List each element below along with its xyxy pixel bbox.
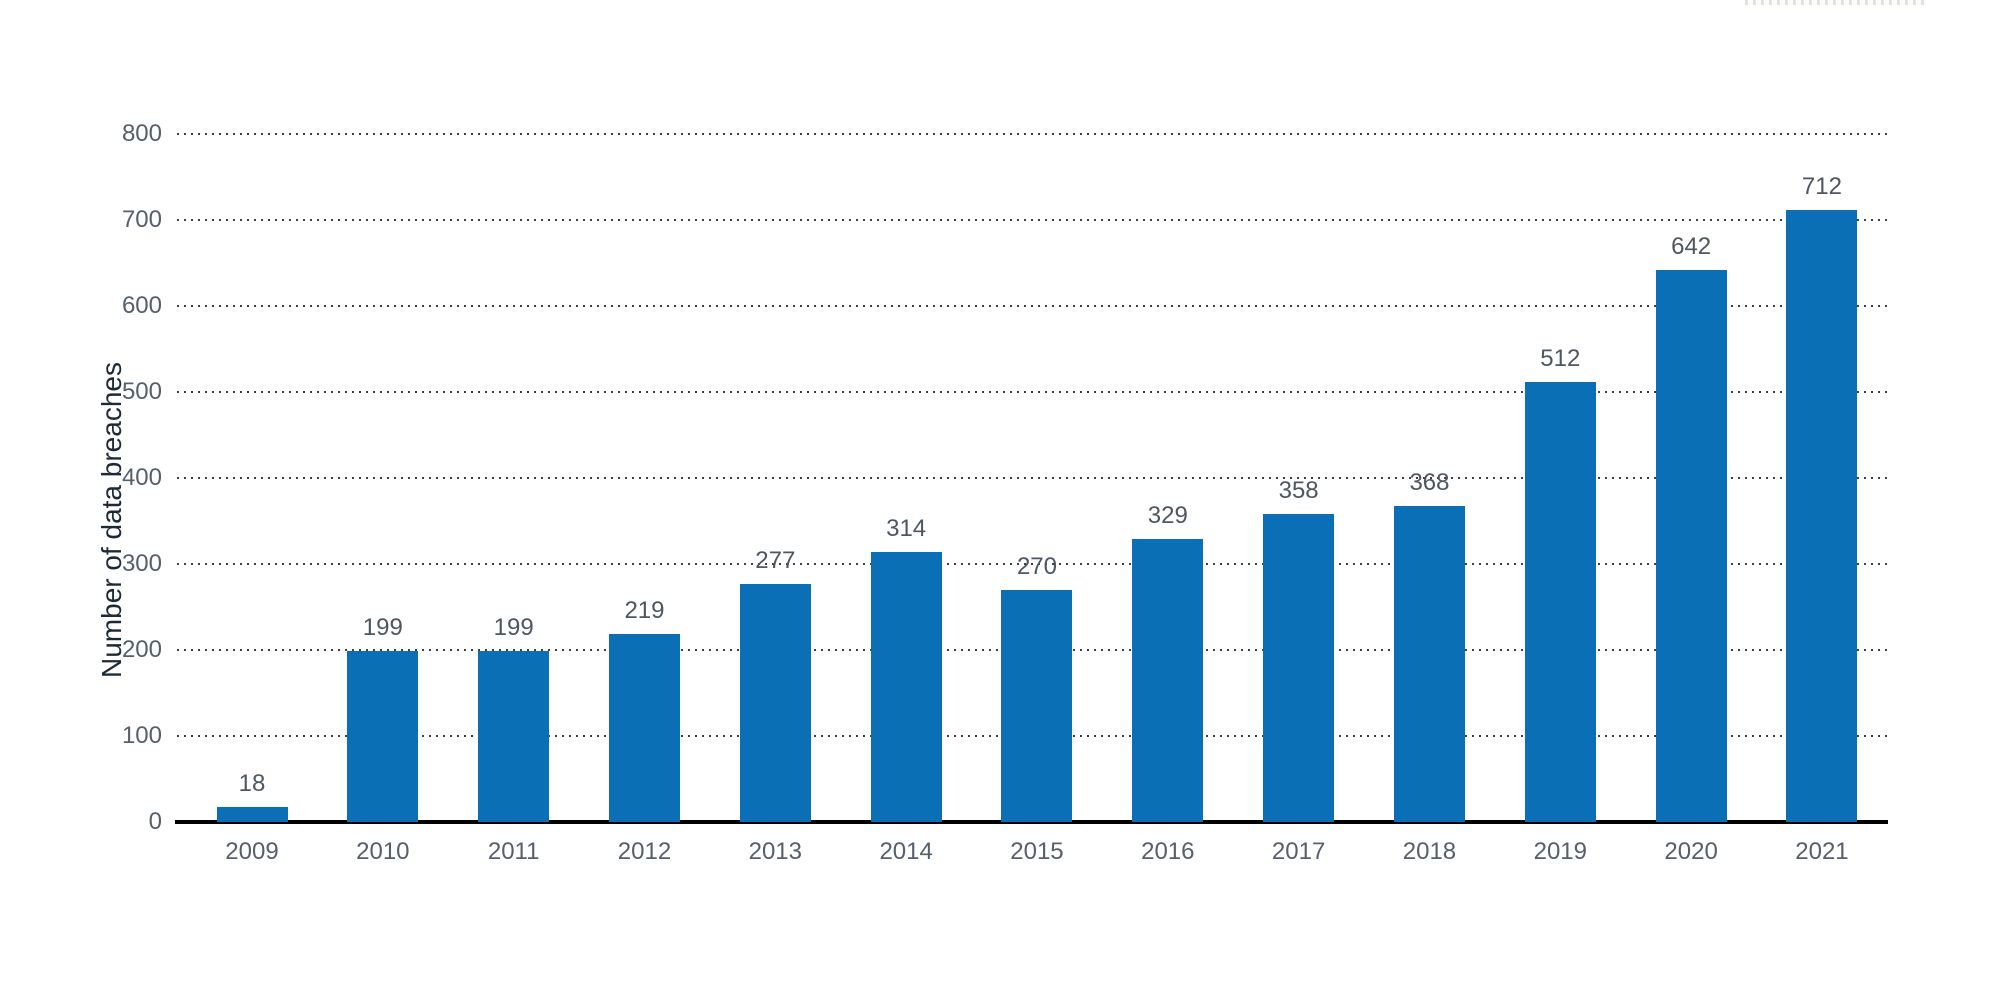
bar-value-label: 277 bbox=[755, 546, 796, 574]
x-tick-label: 2020 bbox=[1664, 838, 1718, 865]
x-tick-label: 2017 bbox=[1271, 838, 1326, 865]
y-tick-label: 800 bbox=[121, 120, 162, 147]
x-axis-line bbox=[175, 820, 1888, 824]
bar-2018 bbox=[1393, 505, 1465, 822]
y-tick-label: 600 bbox=[121, 292, 162, 319]
gridline-y-400 bbox=[177, 477, 1888, 479]
bar-value-label: 199 bbox=[362, 613, 403, 641]
y-tick-label: 400 bbox=[121, 464, 162, 491]
bar-2013 bbox=[739, 583, 811, 822]
y-tick-label: 300 bbox=[121, 550, 162, 577]
bar-2016 bbox=[1132, 539, 1204, 822]
y-tick-label: 500 bbox=[121, 378, 162, 405]
bar-value-label: 270 bbox=[1016, 552, 1057, 580]
bar-value-label: 219 bbox=[624, 596, 665, 624]
bar-value-label: 712 bbox=[1801, 172, 1842, 200]
bar-value-label: 329 bbox=[1147, 502, 1188, 530]
y-tick-label: 700 bbox=[121, 206, 162, 233]
bar-2015 bbox=[1001, 589, 1073, 822]
gridline-y-300 bbox=[177, 563, 1888, 565]
bar-2012 bbox=[608, 633, 680, 822]
bar-2009 bbox=[216, 806, 288, 822]
gridline-y-500 bbox=[177, 391, 1888, 393]
bar-value-label: 642 bbox=[1671, 232, 1712, 260]
bar-2021 bbox=[1786, 209, 1858, 822]
gridline-y-600 bbox=[177, 305, 1888, 307]
x-tick-label: 2019 bbox=[1533, 838, 1587, 865]
x-tick-label: 2009 bbox=[225, 838, 279, 865]
bar-2017 bbox=[1263, 514, 1335, 822]
bar-value-label: 18 bbox=[238, 769, 266, 797]
bar-2020 bbox=[1655, 269, 1727, 822]
y-tick-label: 0 bbox=[148, 808, 162, 835]
cropped-content-remnant bbox=[1745, 0, 1927, 5]
x-tick-label: 2016 bbox=[1141, 838, 1195, 865]
y-tick-label: 200 bbox=[121, 636, 162, 663]
gridline-y-700 bbox=[177, 219, 1888, 221]
x-tick-label: 2010 bbox=[356, 838, 410, 865]
bar-value-label: 199 bbox=[493, 613, 534, 641]
bar-2011 bbox=[478, 650, 550, 822]
bar-2014 bbox=[870, 551, 942, 822]
bar-value-label: 314 bbox=[886, 514, 927, 542]
bar-value-label: 358 bbox=[1278, 477, 1319, 505]
x-tick-label: 2015 bbox=[1010, 838, 1064, 865]
x-tick-label: 2011 bbox=[487, 838, 540, 865]
y-tick-label: 100 bbox=[121, 722, 162, 749]
bar-2019 bbox=[1524, 381, 1596, 822]
bar-value-label: 368 bbox=[1409, 468, 1450, 496]
x-tick-label: 2018 bbox=[1402, 838, 1457, 865]
x-tick-label: 2012 bbox=[617, 838, 672, 865]
bar-value-label: 512 bbox=[1540, 344, 1581, 372]
x-tick-label: 2013 bbox=[748, 838, 802, 865]
gridline-y-800 bbox=[177, 133, 1888, 135]
x-tick-label: 2014 bbox=[879, 838, 933, 865]
x-tick-label: 2021 bbox=[1795, 838, 1849, 865]
bar-2010 bbox=[347, 650, 419, 822]
